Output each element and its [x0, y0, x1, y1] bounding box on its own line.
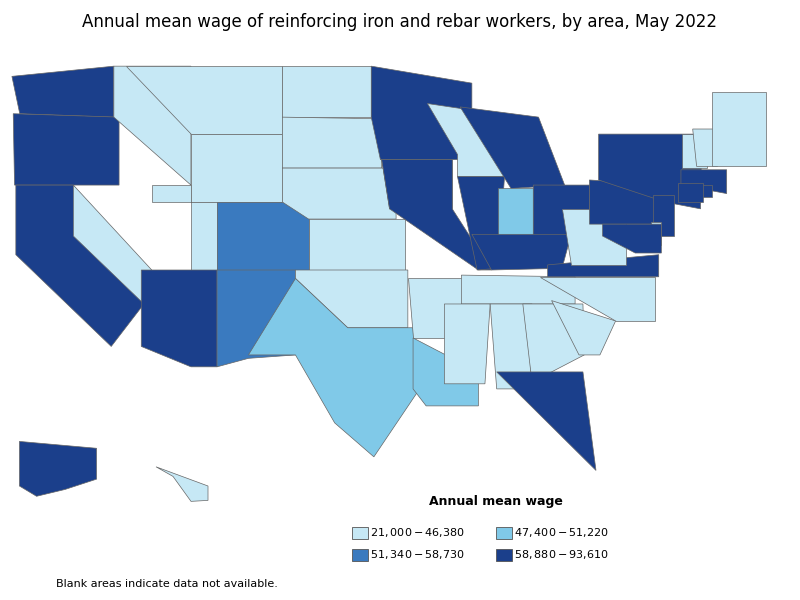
- Polygon shape: [497, 372, 596, 470]
- Text: $51,340 - $58,730: $51,340 - $58,730: [370, 548, 466, 561]
- Polygon shape: [458, 176, 505, 270]
- Polygon shape: [498, 188, 534, 253]
- Polygon shape: [562, 209, 626, 265]
- Polygon shape: [534, 185, 590, 253]
- Polygon shape: [651, 223, 662, 245]
- Polygon shape: [382, 160, 452, 212]
- Polygon shape: [382, 160, 491, 270]
- Polygon shape: [74, 185, 152, 304]
- Polygon shape: [282, 117, 382, 168]
- Polygon shape: [126, 66, 282, 134]
- Polygon shape: [702, 185, 712, 197]
- Polygon shape: [282, 168, 396, 219]
- Text: $21,000 - $46,380: $21,000 - $46,380: [370, 526, 466, 539]
- Polygon shape: [12, 66, 114, 117]
- Text: $58,880 - $93,610: $58,880 - $93,610: [514, 548, 610, 561]
- Polygon shape: [14, 114, 119, 185]
- Polygon shape: [462, 275, 575, 304]
- Polygon shape: [156, 467, 208, 502]
- Text: Annual mean wage of reinforcing iron and rebar workers, by area, May 2022: Annual mean wage of reinforcing iron and…: [82, 13, 718, 31]
- Polygon shape: [16, 185, 144, 346]
- Polygon shape: [540, 277, 655, 321]
- Polygon shape: [114, 66, 191, 185]
- Polygon shape: [371, 66, 472, 160]
- Polygon shape: [681, 170, 726, 194]
- Polygon shape: [472, 235, 571, 270]
- Polygon shape: [590, 180, 666, 224]
- Polygon shape: [693, 129, 718, 166]
- Polygon shape: [460, 107, 565, 188]
- Polygon shape: [309, 219, 406, 270]
- Polygon shape: [19, 442, 97, 496]
- Polygon shape: [551, 301, 616, 355]
- Polygon shape: [427, 104, 507, 176]
- Polygon shape: [217, 270, 295, 367]
- Polygon shape: [217, 202, 309, 270]
- Polygon shape: [712, 92, 766, 166]
- Polygon shape: [523, 304, 584, 382]
- Polygon shape: [295, 270, 408, 328]
- Polygon shape: [602, 224, 662, 253]
- Polygon shape: [490, 304, 532, 389]
- Polygon shape: [413, 338, 478, 406]
- Polygon shape: [191, 134, 282, 202]
- Polygon shape: [682, 134, 707, 168]
- Polygon shape: [152, 185, 217, 270]
- Polygon shape: [249, 278, 420, 457]
- Polygon shape: [598, 134, 702, 209]
- Polygon shape: [408, 278, 466, 338]
- Polygon shape: [282, 66, 371, 117]
- Text: Blank areas indicate data not available.: Blank areas indicate data not available.: [56, 579, 278, 589]
- Polygon shape: [142, 270, 217, 367]
- Polygon shape: [445, 304, 490, 384]
- Text: $47,400 - $51,220: $47,400 - $51,220: [514, 526, 610, 539]
- Polygon shape: [548, 255, 658, 277]
- Text: Annual mean wage: Annual mean wage: [429, 495, 563, 508]
- Polygon shape: [678, 184, 703, 202]
- Polygon shape: [654, 195, 674, 236]
